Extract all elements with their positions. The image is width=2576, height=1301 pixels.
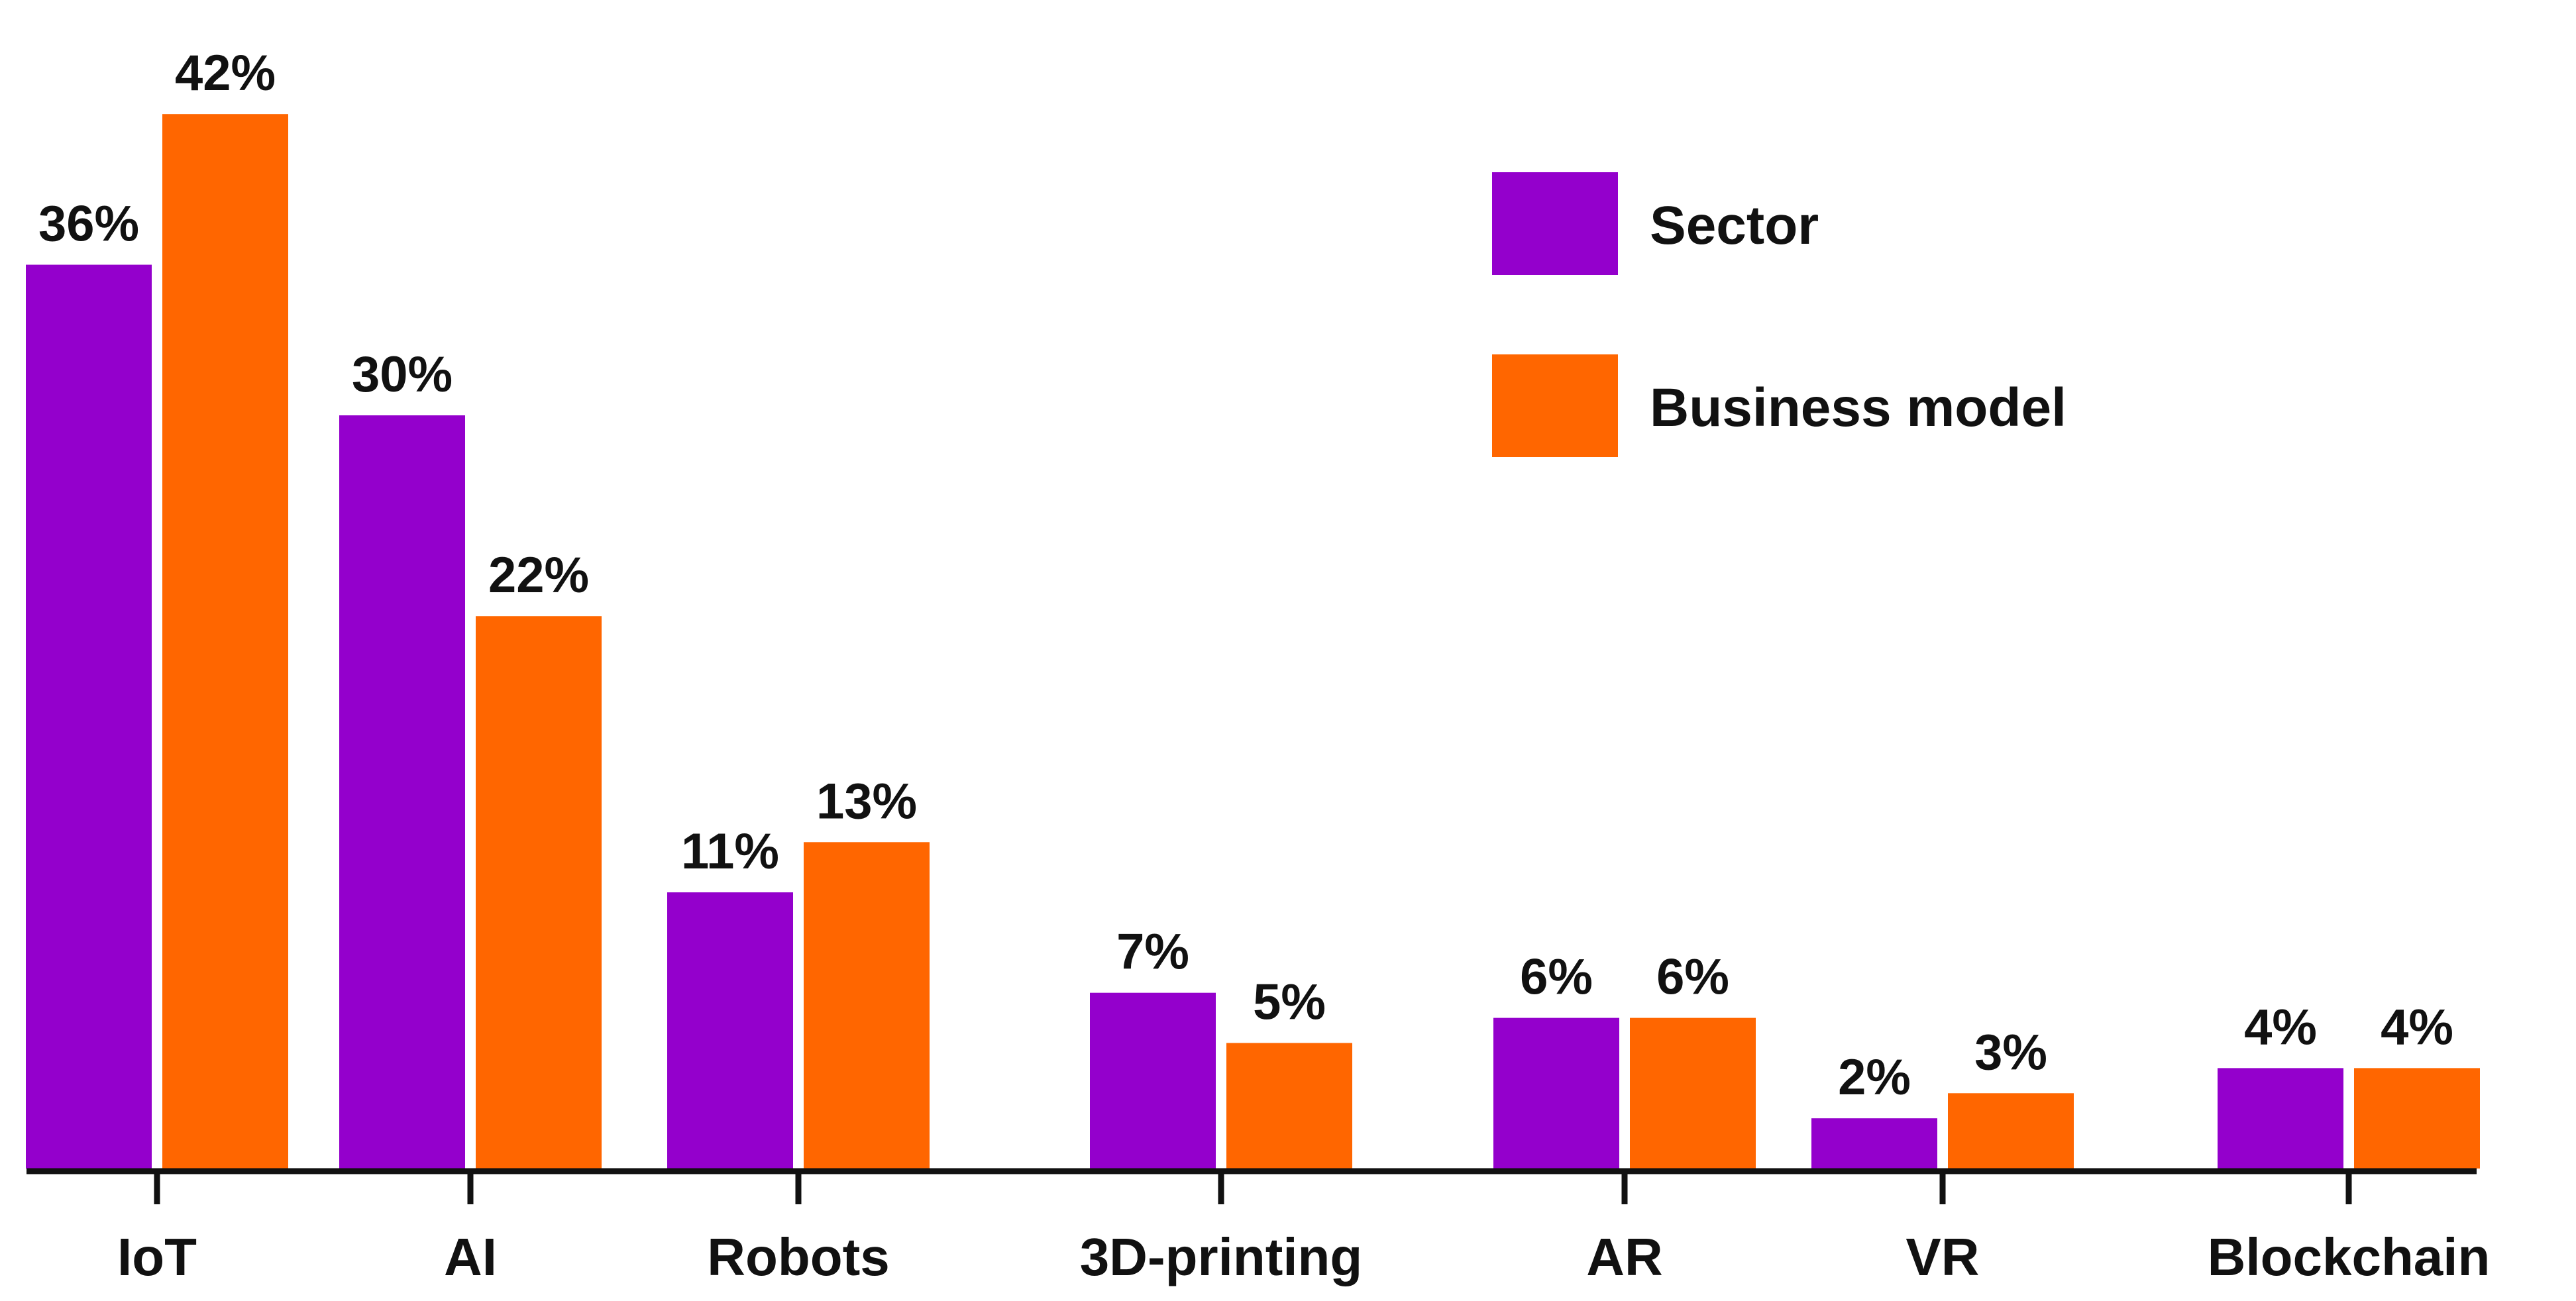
bar-sector-vr [1811,1118,1937,1169]
x-tick-labels-group: IoT AI Robots 3D-printing AR VR Blockchain [117,1227,2490,1286]
x-tick-label-iot: IoT [117,1227,197,1286]
value-label-business-model-blockchain: 4% [2381,999,2453,1055]
value-label-business-model-3d-printing: 5% [1253,974,1326,1031]
bars-group [26,114,2480,1169]
bar-sector-ar [1493,1017,1619,1169]
bar-sector-blockchain [2218,1068,2343,1169]
bar-business-model-ar [1630,1017,1756,1169]
bar-business-model-iot [162,114,288,1169]
value-label-business-model-robots: 13% [816,773,917,829]
x-tick-label-3d-printing: 3D-printing [1080,1227,1363,1286]
x-tick-label-vr: VR [1905,1227,1979,1286]
bar-business-model-blockchain [2354,1068,2480,1169]
legend-swatch-sector [1492,172,1618,275]
value-label-sector-vr: 2% [1838,1049,1911,1106]
legend: Sector Business model [1492,172,2066,457]
value-label-sector-ar: 6% [1520,949,1593,1006]
legend-label-sector: Sector [1650,195,1819,256]
value-label-sector-3d-printing: 7% [1116,924,1189,980]
value-label-sector-robots: 11% [681,823,779,880]
value-label-sector-blockchain: 4% [2244,999,2317,1055]
value-label-business-model-ar: 6% [1656,949,1729,1006]
bar-sector-ai [339,415,465,1169]
value-label-business-model-ai: 22% [488,547,589,603]
value-label-business-model-vr: 3% [1974,1024,2047,1080]
x-tick-label-robots: Robots [707,1227,890,1286]
x-ticks-group [154,1171,2352,1204]
bar-business-model-ai [476,616,602,1169]
x-tick-label-ar: AR [1586,1227,1663,1286]
legend-swatch-business-model [1492,354,1618,457]
bar-sector-robots [667,892,793,1169]
legend-label-business-model: Business model [1650,378,2066,438]
x-tick-label-blockchain: Blockchain [2208,1227,2491,1286]
value-labels-group: 36% 42% 30% 22% 11% 13% 7% 5% 6% 6% 2% 3% 4% 4% [38,45,2453,1106]
bar-sector-3d-printing [1090,992,1216,1169]
bar-business-model-robots [804,842,930,1169]
value-label-sector-ai: 30% [352,346,453,403]
bar-business-model-vr [1948,1093,2074,1169]
bar-sector-iot [26,264,152,1169]
value-label-sector-iot: 36% [38,196,139,252]
bar-business-model-3d-printing [1226,1043,1352,1169]
x-tick-label-ai: AI [444,1227,497,1286]
value-label-business-model-iot: 42% [175,45,276,101]
